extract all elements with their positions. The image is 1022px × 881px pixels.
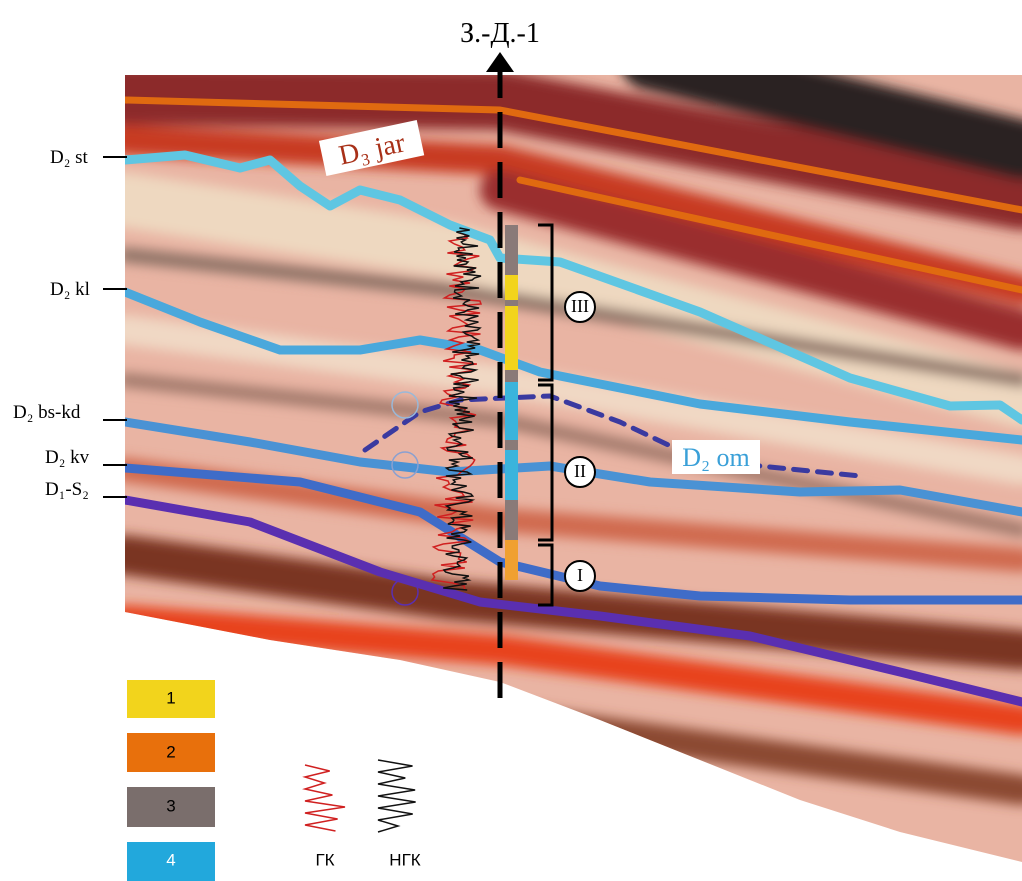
legend-label: ГК (315, 850, 334, 869)
shape (505, 225, 518, 275)
shape (305, 765, 345, 831)
zone-label: I (577, 565, 583, 585)
shape (505, 370, 518, 382)
legend-label: 3 (166, 796, 175, 815)
legend: 1 2 3 4 ГК НГК (127, 680, 421, 881)
shape (505, 275, 518, 370)
horizon-label: D₁-S₂ (45, 479, 89, 500)
shape (505, 540, 518, 580)
well-arrow (486, 52, 514, 72)
shape (505, 300, 518, 306)
shape (378, 760, 416, 832)
horizon-labels: D₂ st D₂ kl D₂ bs-kd D₂ kv D₁-S₂ (13, 147, 127, 500)
lithology-column (505, 225, 518, 580)
zone-label: II (574, 461, 586, 481)
legend-label: 2 (166, 742, 175, 761)
om-label: D₂ om (682, 443, 750, 472)
shape (505, 440, 518, 450)
shape (505, 500, 518, 540)
horizon-label: D₂ kv (45, 447, 90, 468)
well-name: З.-Д.-1 (460, 18, 540, 49)
horizon-label: D₂ st (50, 147, 88, 168)
legend-label: 1 (166, 688, 175, 707)
legend-label: НГК (389, 850, 420, 869)
figure: З.-Д.-1 III II I D₂ st D₂ kl D₂ bs-kd D₂… (0, 0, 1022, 881)
legend-label: 4 (166, 850, 175, 869)
horizon-label: D₂ bs-kd (13, 402, 81, 423)
horizon-label: D₂ kl (50, 279, 90, 300)
zone-label: III (571, 296, 589, 316)
